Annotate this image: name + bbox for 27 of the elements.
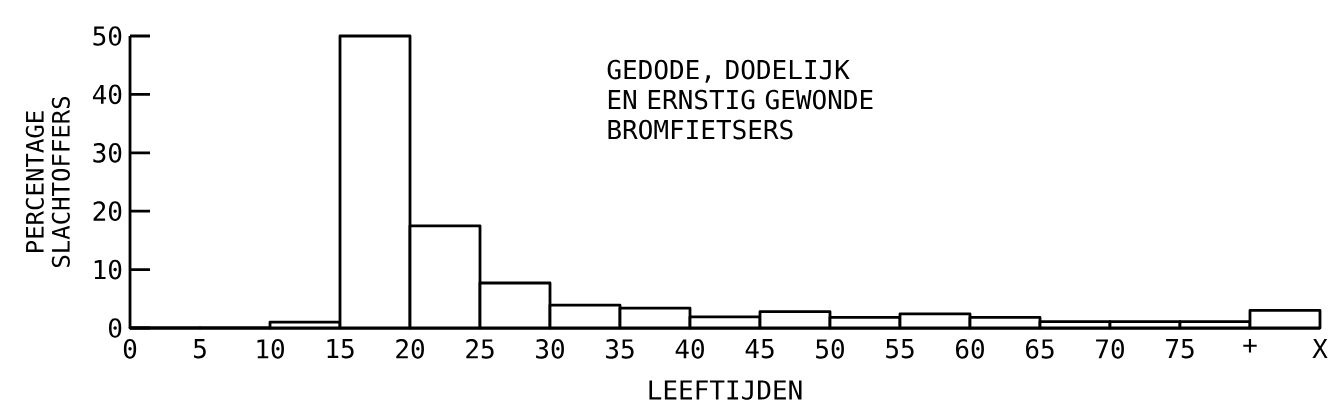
x-tick-label: + xyxy=(1243,339,1257,353)
x-axis-title: LEEFTIJDEN xyxy=(649,380,802,400)
x-tick-label: 70 xyxy=(1096,339,1124,359)
x-tick-label: 65 xyxy=(1026,339,1054,359)
x-tick-label: 45 xyxy=(745,339,774,359)
x-tick-label: 30 xyxy=(536,339,564,359)
x-tick-label: 50 xyxy=(816,339,844,359)
x-tick-label: 25 xyxy=(466,339,494,359)
text: GEDODE, DODELIJK EN ERNSTIG GEWONDE BROMFIETSERS xyxy=(607,59,873,140)
x-tick-label: 35 xyxy=(606,339,634,359)
x-tick-label: 10 xyxy=(257,339,284,359)
x-tick-label: X xyxy=(1312,339,1328,359)
x-tick-label: 40 xyxy=(675,339,704,359)
x-tick-label: 5 xyxy=(194,339,206,359)
x-tick-label: 0 xyxy=(123,339,137,359)
y-tick-label: 0 xyxy=(108,318,122,338)
y-tick-label: 50 xyxy=(93,26,122,46)
y-tick-label: 10 xyxy=(94,259,122,280)
y-tick-label: 20 xyxy=(93,201,122,222)
y-axis-title: PERCENTAGE SLACHTOFFERS xyxy=(25,96,70,268)
y-tick-label: 40 xyxy=(92,84,122,105)
x-tick-label: 60 xyxy=(956,339,984,359)
x-tick-label: 75 xyxy=(1166,339,1194,359)
x-tick-label: 20 xyxy=(396,339,424,359)
y-tick-label: 30 xyxy=(93,142,122,163)
x-tick-label: 55 xyxy=(886,339,914,359)
x-tick-label: 15 xyxy=(327,339,354,359)
